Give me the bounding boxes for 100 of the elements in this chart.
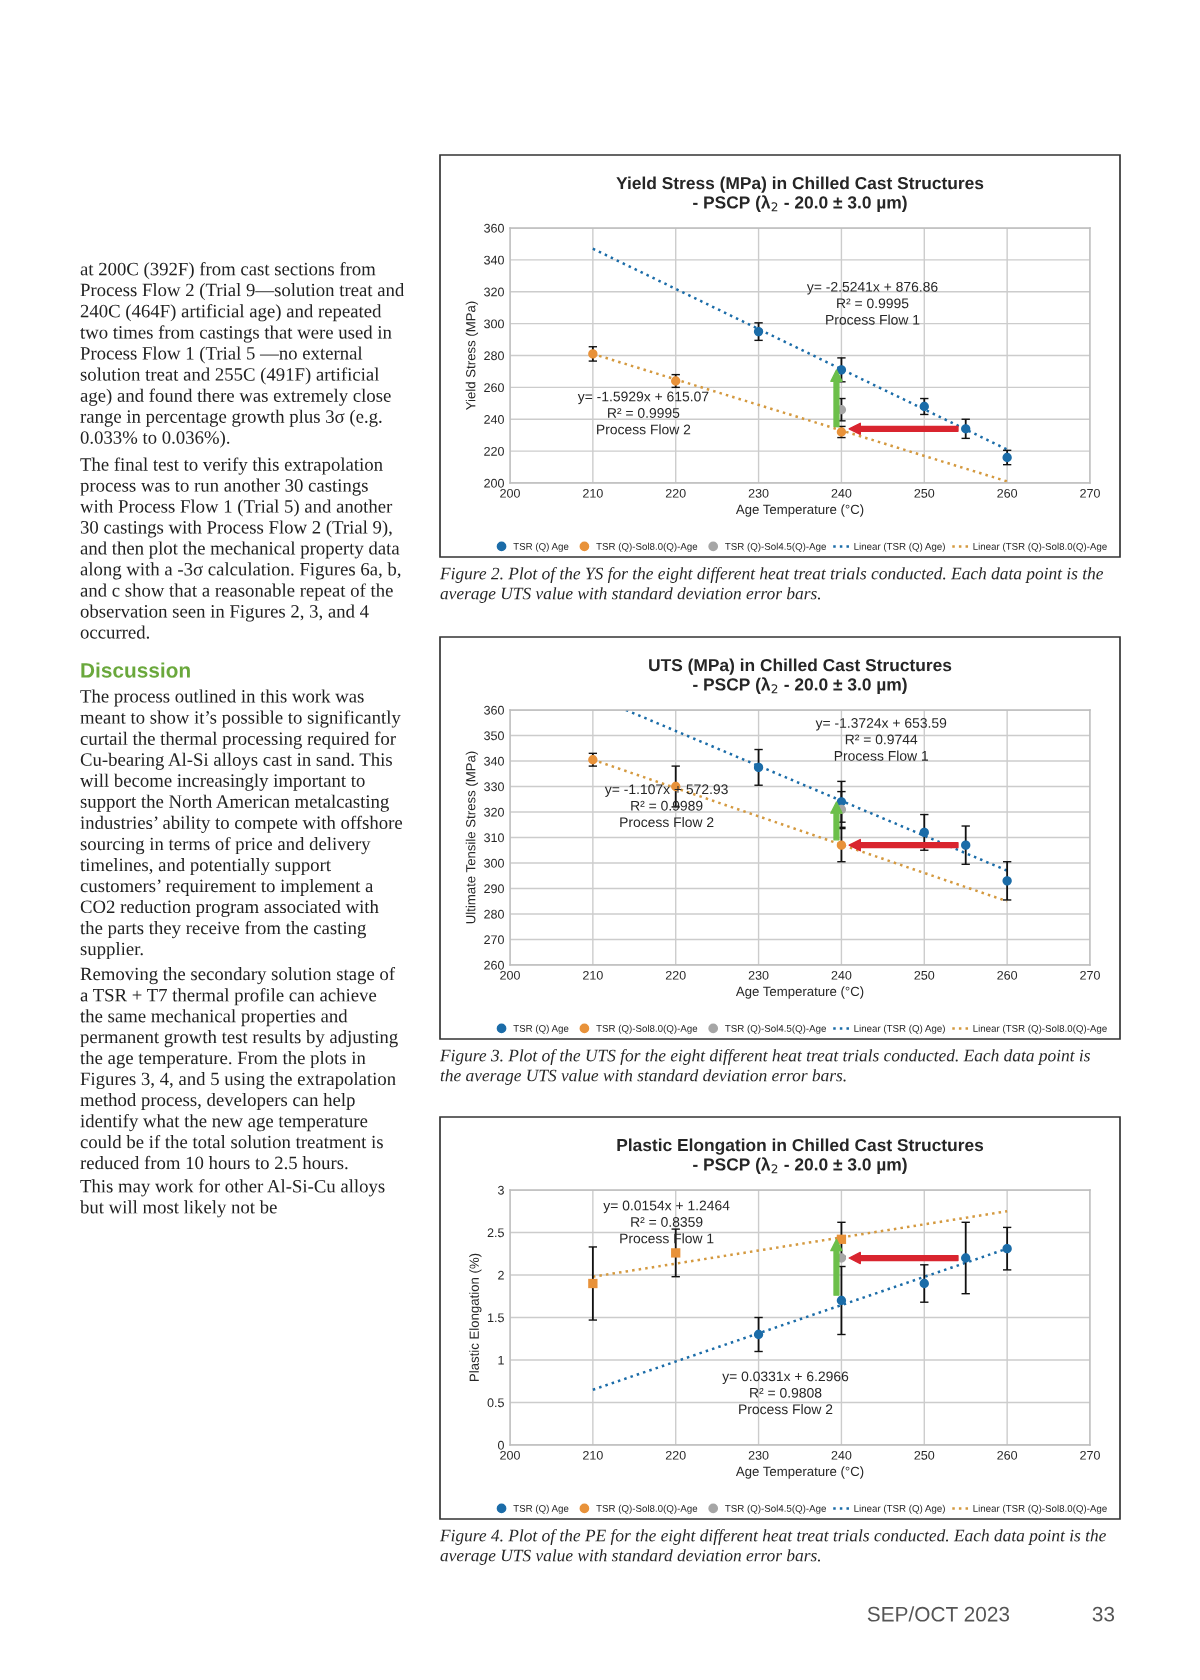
x-tick-label: 210 xyxy=(583,1450,603,1460)
caption: Figure 4. Plot of the PE for the eight different heat treat trials conducted. Each data point is the average UTS value with standard deviation error bars. xyxy=(439,1529,1106,1565)
annotation: y= -2.5241x + 876.86 R² = 0.9995 Process Flow 1 xyxy=(806,281,938,325)
y-tick-label: 0.5 xyxy=(487,1398,504,1408)
y-tick-label: 340 xyxy=(484,756,504,766)
y-axis-title: Plastic Elongation (%) xyxy=(469,1253,482,1381)
y-tick-label: 320 xyxy=(484,287,504,297)
x-tick-label: 270 xyxy=(1080,1450,1100,1460)
chart-title: Yield Stress (MPa) in Chilled Cast Structures - PSCP (λ$_{2}$ - 20.0 ± 3.0 µm) xyxy=(616,176,984,212)
point xyxy=(919,827,929,838)
annotation: y= -1.3724x + 653.59 R² = 0.9744 Process Flow 1 xyxy=(815,718,947,761)
y-tick-label: 340 xyxy=(484,255,504,265)
x-tick-label: 260 xyxy=(997,970,1018,980)
x-tick-label: 210 xyxy=(583,970,603,980)
x-tick-label: 240 xyxy=(831,970,852,980)
text: Removing the secondary solution stage of a TSR + T7 thermal profile can achieve the same mechanical properties and permanent growth test results by adjusting the age temperature. From the plots in Figures 3, 4, and 5 using the extrapolation method process, developers can help identify what the new age temperature could be if the total solution treatment is reduced from 10 hours to 2.5 hours. xyxy=(80,966,398,1170)
point xyxy=(671,1248,681,1258)
text: Discussion xyxy=(81,662,190,678)
y-tick-label: 350 xyxy=(484,731,504,741)
legend-label: Linear (TSR (Q)-Sol8.0(Q)-Age xyxy=(973,542,1107,552)
x-axis-title: Age Temperature (°C) xyxy=(735,986,864,999)
point xyxy=(919,1278,929,1289)
y-tick-label: 3 xyxy=(497,1185,504,1195)
y-tick-label: 300 xyxy=(484,858,504,868)
caption: Figure 2. Plot of the YS for the eight different heat treat trials conducted. Each data point is the average UTS value with standard deviation error bars. xyxy=(439,567,1104,603)
legend-label: TSR (Q) Age xyxy=(513,1504,569,1514)
y-tick-label: 280 xyxy=(484,909,504,919)
x-tick-label: 270 xyxy=(1080,970,1100,980)
x-axis-title: Age Temperature (°C) xyxy=(735,1466,864,1479)
y-tick-label: 300 xyxy=(484,319,504,329)
legend-label: TSR (Q) Age xyxy=(513,1024,569,1034)
y-tick-label: 200 xyxy=(484,478,504,488)
x-tick-label: 250 xyxy=(914,970,935,980)
x-tick-label: 260 xyxy=(997,1450,1018,1460)
text: The process outlined in this work was meant to show it’s possible to significantly curtail the thermal processing required for Cu-bearing Al-Si alloys cast in sand. This will become increasingly important to support the North American metalcasting industries’ ability to compete with offshore sourcing in terms of price and delivery timelines, and potentially support customers’ requirement to implement a CO2 reduction program associated with the parts they receive from the casting supplier. xyxy=(80,689,403,960)
y-tick-label: 360 xyxy=(484,705,504,715)
legend-label: Linear (TSR (Q)-Sol8.0(Q)-Age xyxy=(973,1504,1107,1514)
x-tick-label: 210 xyxy=(583,488,603,498)
y-tick-label: 270 xyxy=(484,935,504,945)
text: 33 xyxy=(1092,1606,1115,1622)
y-tick-label: 1.5 xyxy=(488,1313,504,1323)
x-tick-label: 230 xyxy=(748,1450,769,1460)
text: SEP/OCT 2023 xyxy=(867,1606,1010,1622)
legend-label: TSR (Q)-Sol8.0(Q)-Age xyxy=(596,542,698,552)
y-axis-title: Yield Stress (MPa) xyxy=(465,301,479,410)
x-tick-label: 250 xyxy=(914,1450,935,1460)
legend-label: Linear (TSR (Q) Age) xyxy=(854,1024,945,1034)
x-tick-label: 230 xyxy=(748,488,769,498)
text: at 200C (392F) from cast sections from Process Flow 2 (Trial 9—solution treat and 240C (464F) artificial age) and repeated two times from castings that were used in Process Flow 1 (Trial 5 —no external solution treat and 255C (491F) artificial age) and found there was extremely close range in percentage growth plus 3σ (e.g. 0.033% to 0.036%). xyxy=(80,262,405,448)
point xyxy=(961,840,971,850)
point xyxy=(588,1278,598,1289)
point xyxy=(961,1253,971,1263)
y-axis-title: Ultimate Tensile Stress (MPa) xyxy=(465,751,479,924)
x-tick-label: 260 xyxy=(997,488,1018,498)
point xyxy=(588,349,598,359)
y-tick-label: 290 xyxy=(484,884,504,894)
y-tick-label: 360 xyxy=(484,223,504,233)
y-tick-label: 2.5 xyxy=(487,1228,504,1238)
y-tick-label: 2 xyxy=(498,1270,504,1280)
y-tick-label: 320 xyxy=(484,807,504,817)
y-tick-label: 240 xyxy=(484,415,504,424)
x-tick-label: 220 xyxy=(665,1450,686,1460)
point xyxy=(836,365,847,375)
x-tick-label: 230 xyxy=(748,970,769,980)
y-tick-label: 280 xyxy=(484,351,504,361)
legend-label: Linear (TSR (Q) Age) xyxy=(854,542,945,552)
point xyxy=(961,424,971,434)
legend-label: TSR (Q)-Sol4.5(Q)-Age xyxy=(725,1504,826,1514)
caption: Figure 3. Plot of the UTS for the eight different heat treat trials conducted. Each data point is the average UTS value with standard deviation error bars. xyxy=(439,1049,1090,1085)
point xyxy=(753,1329,764,1340)
point xyxy=(919,401,929,412)
annotation: y= 0.0331x + 6.2966 R² = 0.9808 Process Flow 2 xyxy=(722,1371,849,1415)
legend-label: TSR (Q)-Sol8.0(Q)-Age xyxy=(596,1024,698,1034)
annotation: y= -1.5929x + 615.07 R² = 0.9995 Process Flow 2 xyxy=(577,391,709,435)
text: The final test to verify this extrapolation process was to run another 30 castings with Process Flow 1 (Trial 5) and another 30 castings with Process Flow 2 (Trial 9), and then plot the mechanical property data along with a -3σ calculation. Figures 6a, b, and c show that a reasonable repeat of the observation seen in Figures 2, 3, and 4 occurred. xyxy=(80,457,401,639)
y-tick-label: 220 xyxy=(484,446,504,456)
x-tick-label: 220 xyxy=(665,970,686,980)
x-tick-label: 240 xyxy=(831,488,852,498)
x-tick-label: 220 xyxy=(665,488,686,498)
legend-label: Linear (TSR (Q)-Sol8.0(Q)-Age xyxy=(973,1024,1107,1034)
y-tick-label: 330 xyxy=(484,782,504,792)
legend-label: Linear (TSR (Q) Age) xyxy=(854,1504,945,1514)
y-tick-label: 260 xyxy=(484,960,504,970)
point xyxy=(1002,876,1012,886)
point xyxy=(753,326,764,337)
x-axis-title: Age Temperature (°C) xyxy=(735,504,864,517)
text: This may work for other Al-Si-Cu alloys but will most likely not be xyxy=(80,1179,385,1218)
x-tick-label: 270 xyxy=(1080,488,1100,498)
point xyxy=(753,762,764,773)
chart-title: Plastic Elongation in Chilled Cast Structures - PSCP (λ$_{2}$ - 20.0 ± 3.0 µm) xyxy=(617,1138,984,1174)
point xyxy=(1002,1243,1012,1254)
y-tick-label: 260 xyxy=(484,383,504,393)
legend-label: TSR (Q)-Sol8.0(Q)-Age xyxy=(596,1504,698,1514)
legend-label: TSR (Q)-Sol4.5(Q)-Age xyxy=(725,1024,826,1034)
y-tick-label: 0 xyxy=(497,1440,504,1450)
x-tick-label: 240 xyxy=(831,1450,852,1460)
y-tick-label: 1 xyxy=(498,1355,504,1365)
point xyxy=(836,1295,847,1306)
x-tick-label: 250 xyxy=(914,488,935,498)
y-tick-label: 310 xyxy=(484,833,504,843)
